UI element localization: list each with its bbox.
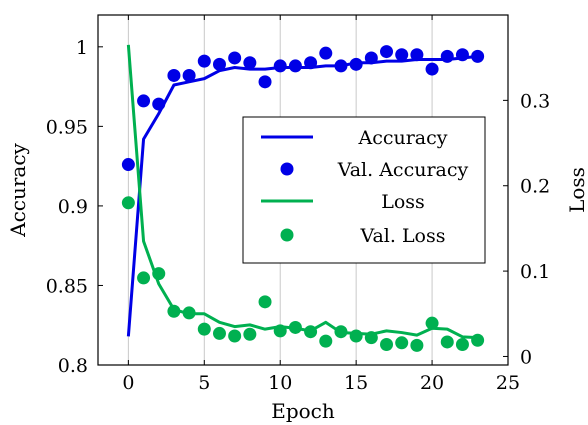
val-accuracy-point-15 [349, 57, 363, 71]
val-loss-point-13 [319, 334, 333, 348]
val-loss-point-7 [228, 329, 242, 343]
val-loss-point-21 [440, 335, 454, 349]
val-accuracy-point-23 [471, 49, 485, 63]
right-y-axis-title: Loss [565, 167, 588, 213]
legend-loss-label: Loss [381, 191, 425, 213]
val-loss-point-16 [364, 331, 378, 345]
x-tick-label-10: 10 [268, 372, 292, 394]
val-loss-point-22 [455, 338, 469, 352]
legend-val-loss-label: Val. Loss [359, 225, 445, 247]
x-tick-label-20: 20 [420, 372, 444, 394]
val-accuracy-point-10 [273, 59, 287, 73]
val-loss-point-2 [152, 267, 166, 281]
val-accuracy-point-5 [197, 54, 211, 68]
val-accuracy-point-20 [425, 62, 439, 76]
legend-accuracy-label: Accuracy [357, 127, 447, 149]
legend-val-accuracy-swatch [280, 162, 294, 176]
left-y-tick-label-0.95: 0.95 [46, 116, 88, 138]
val-loss-point-3 [167, 304, 181, 318]
val-accuracy-point-14 [334, 59, 348, 73]
legend-val-accuracy-label: Val. Accuracy [337, 159, 469, 181]
val-accuracy-point-9 [258, 75, 272, 89]
val-loss-point-4 [182, 306, 196, 320]
val-loss-point-9 [258, 295, 272, 309]
chart-marks [121, 44, 485, 352]
right-y-tick-label-0.2: 0.2 [520, 176, 550, 198]
val-accuracy-point-12 [304, 56, 318, 70]
val-accuracy-point-16 [364, 51, 378, 65]
val-accuracy-point-19 [410, 48, 424, 62]
val-loss-point-5 [197, 322, 211, 336]
val-loss-point-23 [471, 333, 485, 347]
right-y-tick-label-0: 0 [520, 346, 532, 368]
val-accuracy-point-6 [212, 57, 226, 71]
left-y-tick-label-0.8: 0.8 [58, 355, 88, 377]
val-loss-point-8 [243, 327, 257, 341]
legend: Accuracy Val. Accuracy Loss Val. Loss [242, 116, 486, 264]
val-accuracy-point-21 [440, 49, 454, 63]
x-tick-label-5: 5 [198, 372, 210, 394]
legend-val-loss-swatch [280, 228, 294, 242]
left-y-tick-label-0.9: 0.9 [58, 196, 88, 218]
val-accuracy-point-17 [380, 45, 394, 59]
val-accuracy-point-22 [455, 48, 469, 62]
val-accuracy-point-7 [228, 51, 242, 65]
left-y-tick-label-1: 1 [76, 37, 88, 59]
val-accuracy-point-8 [243, 56, 257, 70]
plot-frame [97, 14, 509, 366]
val-loss-point-17 [380, 338, 394, 352]
x-tick-label-0: 0 [122, 372, 134, 394]
val-loss-point-11 [288, 320, 302, 334]
x-tick-label-15: 15 [344, 372, 368, 394]
val-accuracy-point-18 [395, 48, 409, 62]
val-accuracy-point-4 [182, 68, 196, 82]
x-axis-title: Epoch [271, 399, 335, 423]
val-accuracy-point-3 [167, 68, 181, 82]
val-loss-point-19 [410, 338, 424, 352]
val-loss-point-15 [349, 329, 363, 343]
val-loss-point-20 [425, 316, 439, 330]
val-accuracy-point-13 [319, 46, 333, 60]
val-loss-point-14 [334, 325, 348, 339]
left-y-axis-title: Accuracy [6, 142, 30, 237]
val-loss-point-0 [121, 196, 135, 210]
val-accuracy-point-2 [152, 97, 166, 111]
left-y-tick-label-0.85: 0.85 [46, 275, 88, 297]
val-loss-point-10 [273, 324, 287, 338]
val-loss-point-1 [137, 271, 151, 285]
right-y-tick-label-0.1: 0.1 [520, 261, 550, 283]
x-tick-label-25: 25 [496, 372, 520, 394]
val-accuracy-point-0 [121, 158, 135, 172]
val-loss-point-12 [304, 325, 318, 339]
val-accuracy-point-1 [137, 94, 151, 108]
val-loss-point-6 [212, 326, 226, 340]
right-y-tick-label-0.3: 0.3 [520, 90, 550, 112]
val-loss-point-18 [395, 336, 409, 350]
val-accuracy-point-11 [288, 59, 302, 73]
